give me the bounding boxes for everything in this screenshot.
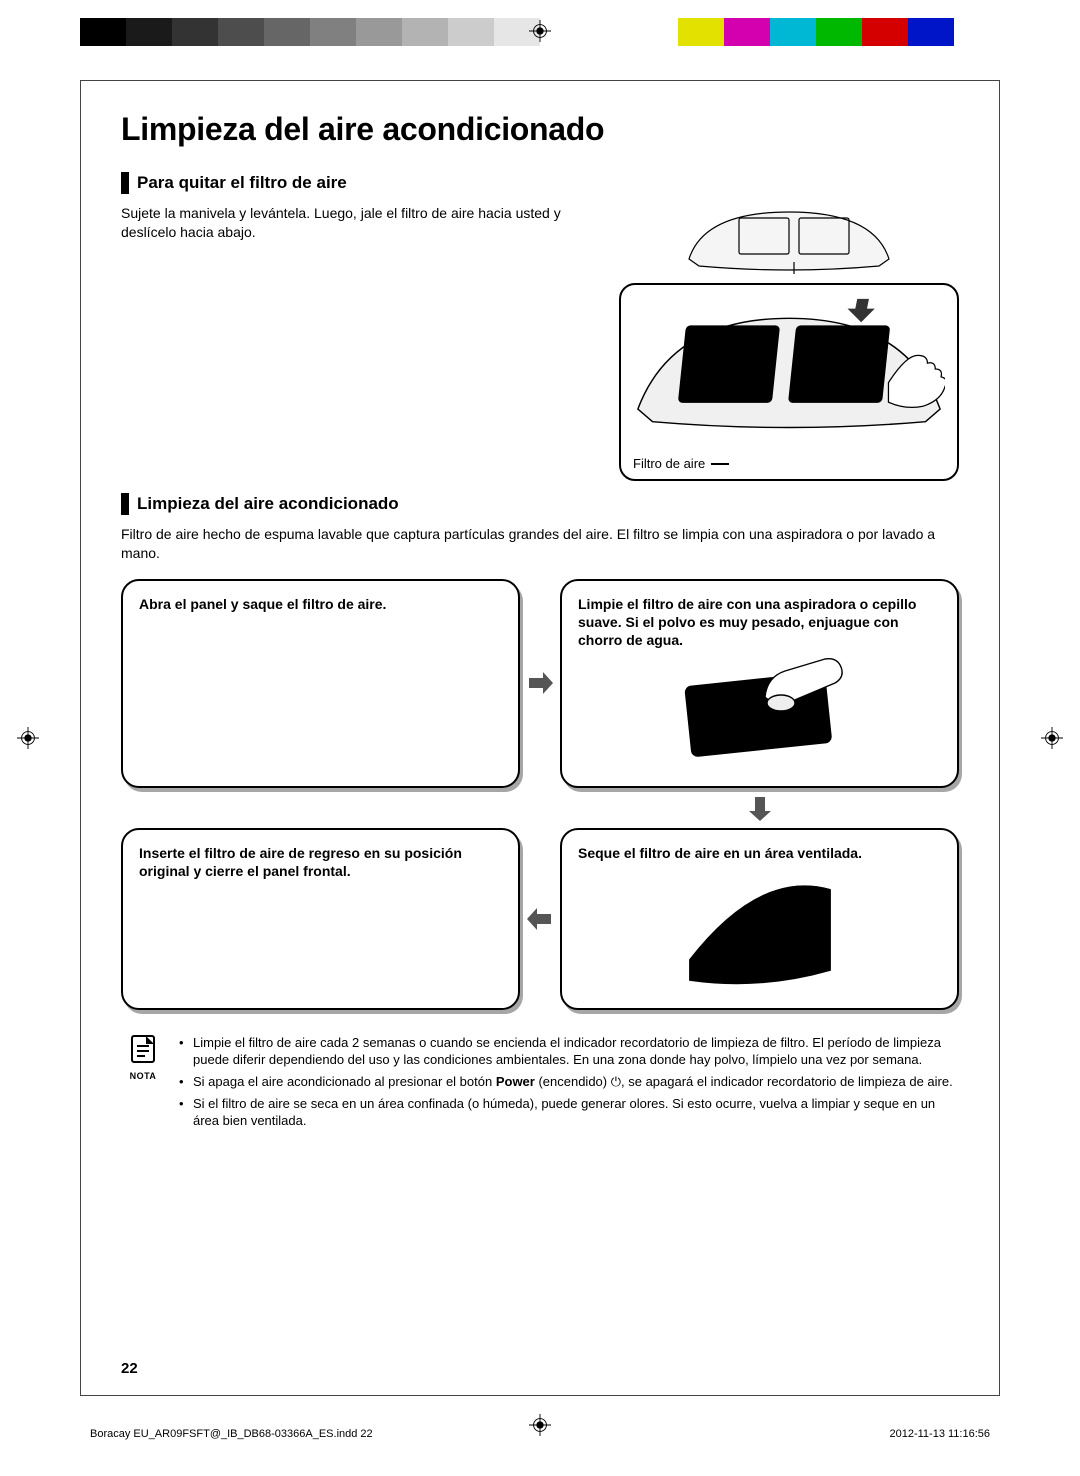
- cleaning-steps-grid: Abra el panel y saque el filtro de aire.…: [121, 579, 959, 1010]
- heading-accent-bar: [121, 172, 129, 194]
- color-bar-segment: [908, 18, 954, 46]
- step-text: Inserte el filtro de aire de regreso en …: [139, 844, 502, 880]
- section-heading-text: Limpieza del aire acondicionado: [137, 494, 399, 514]
- color-bar-segment: [632, 18, 678, 46]
- section-heading-cleaning: Limpieza del aire acondicionado: [121, 493, 959, 515]
- step-box-1: Abra el panel y saque el filtro de aire.: [121, 579, 520, 788]
- step-box-3: Seque el filtro de aire en un área venti…: [560, 828, 959, 1010]
- step-text: Limpie el filtro de aire con una aspirad…: [578, 595, 941, 650]
- color-bar-segment: [724, 18, 770, 46]
- heading-accent-bar: [121, 493, 129, 515]
- page-number: 22: [121, 1360, 138, 1377]
- color-bar-segment: [80, 18, 126, 46]
- note-label: NOTA: [121, 1070, 165, 1082]
- arrow-down-icon: [560, 788, 959, 828]
- note-icon: NOTA: [121, 1034, 165, 1134]
- color-bar-segment: [862, 18, 908, 46]
- color-bar-segment: [448, 18, 494, 46]
- note-item: Si apaga el aire acondicionado al presio…: [179, 1073, 959, 1091]
- color-bar-segment: [126, 18, 172, 46]
- page-frame: Limpieza del aire acondicionado Para qui…: [80, 80, 1000, 1396]
- color-bar-segment: [678, 18, 724, 46]
- note-item: Si el filtro de aire se seca en un área …: [179, 1095, 959, 1130]
- step-text: Abra el panel y saque el filtro de aire.: [139, 595, 502, 613]
- registration-mark-icon: [17, 727, 39, 749]
- step-illustration: [578, 657, 941, 771]
- footer-meta: Boracay EU_AR09FSFT@_IB_DB68-03366A_ES.i…: [90, 1428, 990, 1440]
- filter-removal-illustration: Filtro de aire: [619, 204, 959, 481]
- label-leader-line: [711, 463, 729, 465]
- section-heading-text: Para quitar el filtro de aire: [137, 173, 347, 193]
- color-bar-segment: [816, 18, 862, 46]
- registration-mark-icon: [1041, 727, 1063, 749]
- arrow-right-icon: [520, 579, 560, 788]
- arrow-left-icon: [520, 828, 560, 1010]
- color-bar-segment: [770, 18, 816, 46]
- color-bar-segment: [172, 18, 218, 46]
- filter-label-text: Filtro de aire: [633, 456, 705, 471]
- section-heading-remove-filter: Para quitar el filtro de aire: [121, 172, 959, 194]
- registration-mark-icon: [529, 20, 551, 42]
- footer-left: Boracay EU_AR09FSFT@_IB_DB68-03366A_ES.i…: [90, 1428, 373, 1440]
- note-item: Limpie el filtro de aire cada 2 semanas …: [179, 1034, 959, 1069]
- color-bar-segment: [402, 18, 448, 46]
- color-bar-segment: [218, 18, 264, 46]
- page-title: Limpieza del aire acondicionado: [121, 111, 959, 148]
- filter-label: Filtro de aire: [633, 456, 729, 471]
- section1-body: Sujete la manivela y levántela. Luego, j…: [121, 204, 599, 242]
- color-bar-segment: [264, 18, 310, 46]
- note-block: NOTA Limpie el filtro de aire cada 2 sem…: [121, 1034, 959, 1134]
- footer-right: 2012-11-13 11:16:56: [889, 1428, 990, 1440]
- step-text: Seque el filtro de aire en un área venti…: [578, 844, 941, 862]
- section2-intro: Filtro de aire hecho de espuma lavable q…: [121, 525, 959, 563]
- step-box-4: Inserte el filtro de aire de regreso en …: [121, 828, 520, 1010]
- color-bar-segment: [586, 18, 632, 46]
- color-bar-segment: [954, 18, 1000, 46]
- note-list: Limpie el filtro de aire cada 2 semanas …: [179, 1034, 959, 1134]
- color-bar-segment: [310, 18, 356, 46]
- step-box-2: Limpie el filtro de aire con una aspirad…: [560, 579, 959, 788]
- step-illustration: [578, 870, 941, 994]
- color-bar-segment: [356, 18, 402, 46]
